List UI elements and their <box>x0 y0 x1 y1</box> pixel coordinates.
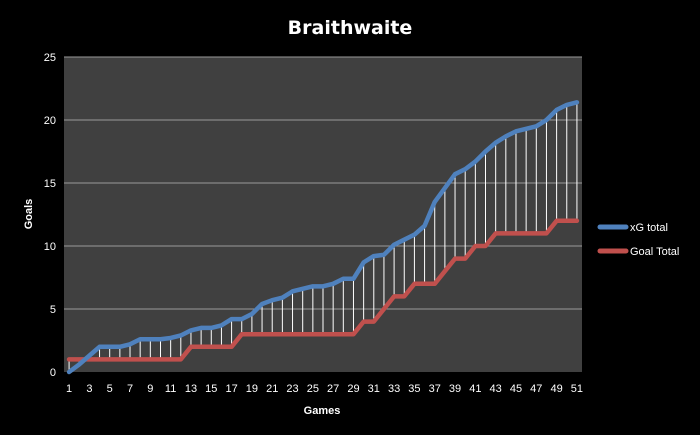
legend-label-xg-total: xG total <box>630 222 668 234</box>
x-tick-label: 17 <box>225 383 237 395</box>
legend-label-goal-total: Goal Total <box>630 246 679 258</box>
x-tick-label: 43 <box>490 383 502 395</box>
x-tick-label: 13 <box>185 383 197 395</box>
x-tick-label: 41 <box>469 383 481 395</box>
x-tick-label: 23 <box>286 383 298 395</box>
x-tick-label: 27 <box>327 383 339 395</box>
y-tick-label: 10 <box>44 241 56 253</box>
y-tick-label: 25 <box>44 52 56 64</box>
x-axis-label: Games <box>304 405 341 417</box>
legend: xG total Goal Total <box>597 222 679 258</box>
x-tick-label: 29 <box>347 383 359 395</box>
x-tick-label: 9 <box>147 383 153 395</box>
x-tick-label: 47 <box>530 383 542 395</box>
x-tick-label: 19 <box>246 383 258 395</box>
x-tick-label: 25 <box>307 383 319 395</box>
x-tick-label: 5 <box>107 383 113 395</box>
series-line-xg-total <box>66 100 580 375</box>
x-tick-label: 3 <box>86 383 92 395</box>
x-tick-label: 51 <box>571 383 583 395</box>
series-lines <box>66 100 580 375</box>
y-axis-label: Goals <box>23 199 35 230</box>
x-tick-label: 1 <box>66 383 72 395</box>
y-tick-label: 0 <box>50 367 56 379</box>
x-tick-label: 11 <box>165 383 176 395</box>
y-tick-label: 5 <box>50 304 56 316</box>
x-tick-label: 39 <box>449 383 461 395</box>
x-tick-label: 31 <box>368 383 380 395</box>
x-tick-label: 7 <box>127 383 133 395</box>
chart-title: Braithwaite <box>288 17 413 39</box>
x-tick-label: 33 <box>388 383 400 395</box>
x-tick-label: 45 <box>510 383 522 395</box>
y-tick-label: 15 <box>44 178 56 190</box>
y-axis-ticks: 0 5 10 15 20 25 <box>44 52 56 379</box>
x-tick-label: 35 <box>408 383 420 395</box>
x-tick-label: 15 <box>205 383 217 395</box>
x-tick-label: 21 <box>266 383 278 395</box>
y-tick-label: 20 <box>44 115 56 127</box>
series-line-goal-total <box>66 218 580 362</box>
x-tick-label: 37 <box>429 383 441 395</box>
x-tick-label: 49 <box>550 383 562 395</box>
x-axis-ticks: 1 3 5 7 9 11 13 15 17 19 21 23 25 27 29 31 33 35 37 39 41 43 4… <box>66 383 583 395</box>
